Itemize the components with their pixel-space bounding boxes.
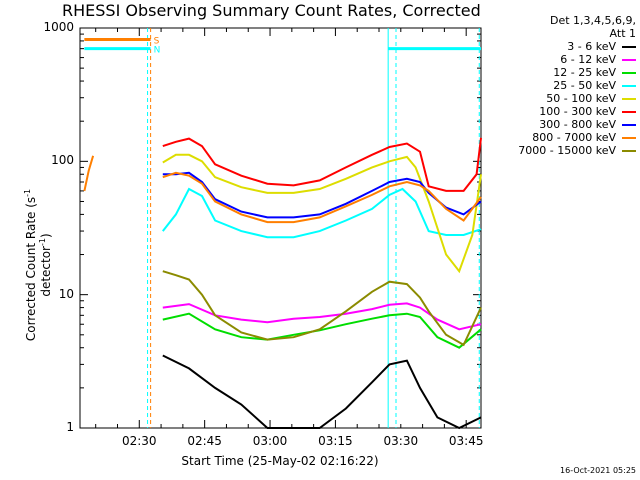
legend-item-label: 6 - 12 keV: [560, 53, 616, 66]
legend-item: 25 - 50 keV: [486, 79, 636, 92]
series-line-4: [162, 153, 482, 274]
flag-label: S: [154, 36, 160, 46]
legend-item: 7000 - 15000 keV: [486, 144, 636, 157]
legend-swatch: [622, 72, 636, 74]
legend-item-label: 100 - 300 keV: [539, 105, 616, 118]
series-line-6: [162, 171, 482, 219]
y-axis-label: Corrected Count Rate (s-1 detector-1): [23, 165, 53, 365]
series-line-2: [162, 312, 482, 349]
legend-item: 100 - 300 keV: [486, 105, 636, 118]
plot-frame: [79, 27, 482, 429]
y-axis-label-prefix: Corrected Count Rate (s: [24, 196, 38, 342]
series-line-3: [162, 187, 482, 239]
legend-rows: 3 - 6 keV 6 - 12 keV 12 - 25 keV 25 - 50 ke…: [486, 40, 636, 157]
y-tick-label: 1000: [43, 20, 74, 34]
early-segment-line: [83, 155, 95, 192]
legend-swatch: [622, 59, 636, 61]
series-line-7: [162, 171, 482, 224]
y-tick-label: 10: [58, 286, 74, 301]
legend-item: 12 - 25 keV: [486, 66, 636, 79]
timestamp-footer: 16-Oct-2021 05:25: [560, 466, 636, 475]
legend-item: 6 - 12 keV: [486, 53, 636, 66]
x-axis-label: Start Time (25-May-02 02:16:22): [181, 454, 379, 468]
legend-swatch: [622, 150, 636, 152]
y-axis-label-sup: -1: [23, 188, 32, 197]
legend-swatch: [622, 98, 636, 100]
legend-item-label: 50 - 100 keV: [546, 92, 616, 105]
legend-item-label: 800 - 7000 keV: [532, 131, 616, 144]
legend-swatch: [622, 85, 636, 87]
x-tick-label: 02:30: [121, 434, 157, 448]
x-tick-label: 03:15: [318, 434, 353, 448]
x-tick-label: 02:45: [187, 434, 222, 448]
legend-item: 50 - 100 keV: [486, 92, 636, 105]
x-tick-label: 03:30: [383, 434, 419, 448]
legend-swatch: [622, 124, 636, 126]
legend-item: 3 - 6 keV: [486, 40, 636, 53]
series-line-5: [162, 137, 482, 192]
chart-title: RHESSI Observing Summary Count Rates, Co…: [62, 1, 481, 20]
legend-swatch: [622, 46, 636, 48]
legend-item: 300 - 800 keV: [486, 118, 636, 131]
legend-item-label: 3 - 6 keV: [567, 40, 616, 53]
y-tick-label: 100: [51, 153, 74, 168]
series-line-8: [162, 270, 482, 347]
legend-header-line-1: Det 1,3,4,5,6,9,: [549, 14, 636, 27]
x-tick-label: 03:45: [448, 434, 484, 448]
legend-item-label: 300 - 800 keV: [539, 118, 616, 131]
legend-item-label: 12 - 25 keV: [553, 66, 616, 79]
legend-item-label: 25 - 50 keV: [553, 79, 616, 92]
series-line-0: [162, 354, 482, 430]
legend-header-line-2: Att 1: [609, 27, 636, 40]
y-axis-label-sup2: -1: [38, 238, 47, 246]
y-tick-label: 1: [66, 420, 74, 434]
legend-swatch: [622, 137, 636, 139]
x-tick-label: 03:00: [252, 434, 288, 448]
legend: Det 1,3,4,5,6,9, Att 1 3 - 6 keV 6 - 12 k…: [486, 14, 636, 157]
y-axis-label-suffix: ): [39, 233, 53, 239]
legend-item-label: 7000 - 15000 keV: [518, 144, 616, 157]
legend-item: 800 - 7000 keV: [486, 131, 636, 144]
flag-label: N: [154, 46, 161, 56]
legend-swatch: [622, 111, 636, 113]
